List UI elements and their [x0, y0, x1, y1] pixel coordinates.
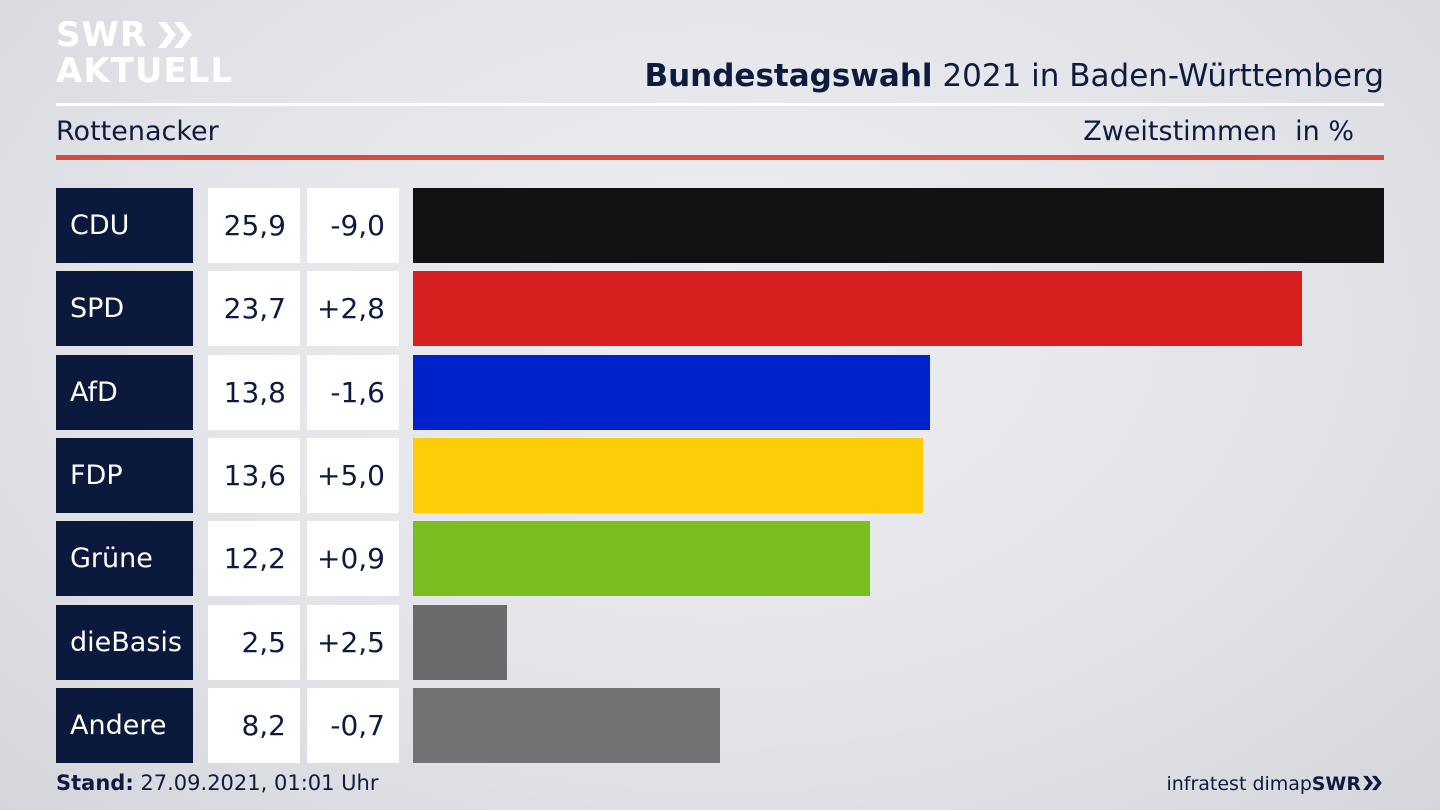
vote-type-label: Zweitstimmen	[1083, 116, 1277, 147]
accent-divider	[56, 155, 1384, 160]
bar	[413, 521, 870, 597]
value-label: 13,6	[208, 437, 300, 513]
timestamp-value: 27.09.2021, 01:01 Uhr	[133, 771, 379, 795]
bar	[413, 188, 1384, 263]
swr-aktuell-logo: SWR AKTUELL	[56, 15, 232, 90]
party-label: AfD	[56, 354, 193, 430]
double-chevron-icon	[158, 22, 192, 48]
value-label: 23,7	[208, 271, 300, 347]
party-label: Grüne	[56, 521, 193, 597]
party-label: CDU	[56, 188, 193, 263]
swr-footer-logo: SWR	[1312, 773, 1384, 795]
logo-line1: SWR	[56, 15, 148, 55]
bar	[413, 271, 1302, 347]
diff-label: -1,6	[307, 354, 399, 430]
value-label: 12,2	[208, 521, 300, 597]
diff-label: +2,8	[307, 271, 399, 347]
bar	[413, 437, 923, 513]
diff-label: +2,5	[307, 604, 399, 680]
title-rest: 2021 in Baden-Württemberg	[932, 58, 1384, 94]
chart-row: Grüne 12,2 +0,9	[56, 521, 1384, 597]
party-label: SPD	[56, 271, 193, 347]
party-label: dieBasis	[56, 604, 193, 680]
chart-row: dieBasis 2,5 +2,5	[56, 604, 1384, 680]
value-label: 8,2	[208, 687, 300, 763]
unit-label: in %	[1295, 116, 1354, 147]
diff-label: +0,9	[307, 521, 399, 597]
diff-label: -9,0	[307, 188, 399, 263]
party-label: Andere	[56, 687, 193, 763]
logo-line2: AKTUELL	[56, 51, 234, 91]
chart-title: Bundestagswahl 2021 in Baden-Württemberg	[644, 58, 1384, 94]
diff-label: -0,7	[307, 687, 399, 763]
header-divider	[56, 103, 1384, 106]
bar	[413, 604, 507, 680]
chart-row: Andere 8,2 -0,7	[56, 687, 1384, 763]
diff-label: +5,0	[307, 437, 399, 513]
region-name: Rottenacker	[56, 116, 219, 147]
value-label: 2,5	[208, 604, 300, 680]
chart-row: CDU 25,9 -9,0	[56, 188, 1384, 263]
timestamp-label: Stand:	[56, 771, 134, 795]
footer-brand: SWR	[1311, 773, 1361, 795]
source-credit: infratest dimap	[1166, 773, 1312, 795]
chart-row: FDP 13,6 +5,0	[56, 437, 1384, 513]
chart-row: AfD 13,8 -1,6	[56, 354, 1384, 430]
chart-row: SPD 23,7 +2,8	[56, 271, 1384, 347]
title-bold: Bundestagswahl	[644, 58, 933, 94]
party-label: FDP	[56, 437, 193, 513]
value-label: 13,8	[208, 354, 300, 430]
value-label: 25,9	[208, 188, 300, 263]
timestamp: Stand: 27.09.2021, 01:01 Uhr	[56, 771, 379, 795]
bar	[413, 687, 720, 763]
double-chevron-icon	[1363, 775, 1382, 791]
bar	[413, 354, 930, 430]
